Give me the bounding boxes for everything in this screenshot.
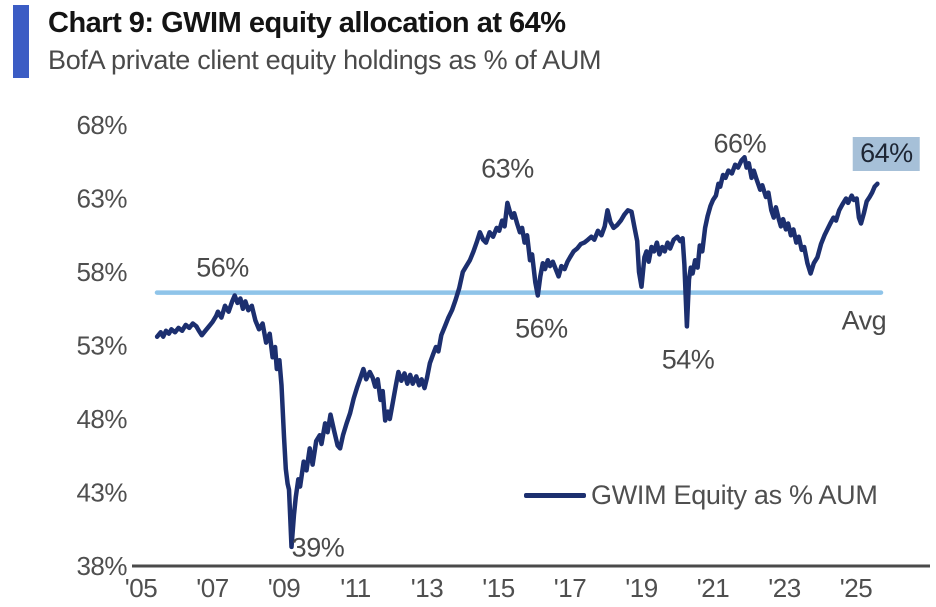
x-axis-tick-label: '13 bbox=[411, 573, 443, 603]
x-axis-tick-label: '21 bbox=[697, 573, 729, 603]
annotation-63pct: 63% bbox=[481, 153, 534, 184]
y-axis-tick-label: 38% bbox=[76, 551, 127, 581]
x-axis-tick-label: '15 bbox=[482, 573, 514, 603]
y-axis-tick-label: 53% bbox=[76, 331, 127, 361]
x-axis-tick-label: '05 bbox=[125, 573, 157, 603]
x-axis-tick-label: '17 bbox=[554, 573, 586, 603]
y-axis-tick-label: 48% bbox=[76, 404, 127, 434]
x-axis-tick-label: '25 bbox=[840, 573, 872, 603]
x-axis-tick-label: '07 bbox=[196, 573, 228, 603]
chart-legend: GWIM Equity as % AUM bbox=[524, 480, 878, 511]
chart-subtitle: BofA private client equity holdings as %… bbox=[48, 45, 602, 76]
x-axis-tick-label: '11 bbox=[340, 573, 370, 603]
chart-header: Chart 9: GWIM equity allocation at 64% B… bbox=[13, 5, 602, 78]
legend-line-swatch bbox=[524, 493, 586, 498]
annotation-39pct: 39% bbox=[291, 532, 345, 563]
legend-label: GWIM Equity as % AUM bbox=[591, 480, 878, 510]
y-axis-tick-label: 58% bbox=[76, 257, 127, 287]
chart-title: Chart 9: GWIM equity allocation at 64% bbox=[48, 7, 566, 39]
annotation-avg: Avg bbox=[841, 305, 887, 335]
current-value-annotation: 64% bbox=[853, 137, 920, 172]
y-axis-tick-label: 63% bbox=[76, 184, 127, 214]
x-axis-tick-label: '23 bbox=[768, 573, 800, 603]
y-axis-tick-label: 43% bbox=[76, 478, 127, 508]
x-axis-tick-label: '09 bbox=[268, 573, 300, 603]
x-axis-tick-label: '19 bbox=[625, 573, 657, 603]
gwim-equity-series-line bbox=[154, 155, 880, 550]
annotation-54pct: 54% bbox=[661, 344, 715, 375]
accent-bar bbox=[13, 5, 29, 78]
annotation-56pct: 56% bbox=[515, 313, 568, 344]
y-axis-tick-label: 68% bbox=[76, 110, 127, 140]
annotation-56pct: 56% bbox=[196, 252, 249, 283]
annotation-66pct: 66% bbox=[713, 128, 767, 159]
title-block: Chart 9: GWIM equity allocation at 64% B… bbox=[29, 5, 602, 78]
